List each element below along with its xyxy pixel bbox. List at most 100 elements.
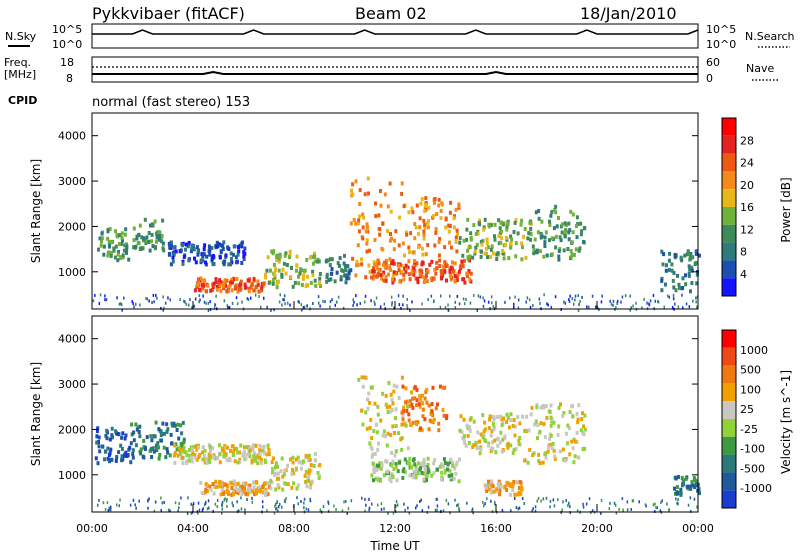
heatmap-cell (391, 273, 395, 278)
heatmap-cell (270, 308, 272, 312)
heatmap-cell (413, 236, 417, 241)
heatmap-cell (228, 283, 232, 288)
heatmap-cell (121, 308, 123, 312)
heatmap-cell (411, 420, 415, 425)
heatmap-cell (549, 403, 553, 408)
heatmap-cell (563, 230, 567, 235)
heatmap-cell (424, 272, 428, 277)
heatmap-cell (211, 254, 215, 259)
heatmap-cell (454, 300, 456, 304)
heatmap-cell (499, 414, 502, 419)
heatmap-cell (135, 234, 139, 239)
heatmap-cell (228, 305, 231, 309)
heatmap-cell (425, 478, 429, 482)
heatmap-cell (531, 509, 533, 513)
heatmap-cell (434, 508, 437, 512)
y-tick-label: 3000 (58, 378, 86, 391)
heatmap-cell (437, 253, 441, 258)
heatmap-cell (489, 490, 493, 495)
heatmap-cell (417, 461, 421, 466)
heatmap-cell (660, 249, 664, 254)
velocity-ylabel: Slant Range [km] (29, 362, 43, 466)
heatmap-cell (482, 304, 485, 308)
heatmap-cell (578, 246, 582, 251)
heatmap-cell (191, 243, 194, 248)
heatmap-cell (107, 508, 110, 512)
heatmap-cell (439, 208, 443, 213)
heatmap-cell (354, 179, 358, 184)
heatmap-cell (685, 302, 688, 306)
heatmap-cell (275, 257, 279, 262)
heatmap-cell (571, 446, 575, 451)
x-tick-label: 12:00 (379, 522, 411, 535)
heatmap-cell (532, 251, 536, 256)
heatmap-cell (392, 511, 395, 515)
heatmap-cell (234, 255, 238, 260)
heatmap-cell (199, 258, 203, 263)
heatmap-cell (516, 415, 520, 420)
heatmap-cell (223, 453, 227, 458)
heatmap-cell (447, 303, 449, 307)
heatmap-cell (343, 253, 346, 258)
freq-trace (92, 70, 698, 75)
heatmap-cell (374, 476, 378, 481)
heatmap-cell (570, 404, 574, 409)
heatmap-cell (131, 300, 133, 304)
heatmap-cell (537, 216, 541, 221)
heatmap-cell (528, 298, 531, 302)
heatmap-cell (461, 436, 465, 441)
heatmap-cell (307, 474, 311, 479)
heatmap-cell (400, 263, 404, 268)
heatmap-cell (375, 296, 378, 300)
heatmap-cell (392, 277, 396, 282)
heatmap-cell (305, 454, 309, 459)
heatmap-cell (544, 455, 548, 460)
heatmap-cell (142, 236, 146, 241)
heatmap-cell (207, 249, 211, 254)
heatmap-cell (529, 237, 532, 242)
heatmap-cell (449, 511, 451, 515)
heatmap-cell (492, 417, 496, 422)
heatmap-cell (281, 303, 283, 307)
heatmap-cell (370, 385, 374, 390)
heatmap-cell (665, 263, 668, 268)
heatmap-cell (612, 303, 614, 307)
heatmap-cell (534, 505, 537, 509)
heatmap-cell (453, 261, 457, 266)
heatmap-cell (472, 511, 474, 515)
heatmap-cell (108, 227, 112, 231)
heatmap-cell (229, 449, 232, 453)
heatmap-cell (632, 304, 634, 308)
heatmap-cell (450, 473, 454, 478)
heatmap-cell (183, 450, 187, 455)
heatmap-cell (694, 479, 698, 484)
heatmap-cell (190, 502, 192, 506)
heatmap-cell (421, 261, 425, 266)
heatmap-cell (131, 452, 135, 457)
heatmap-cell (691, 255, 695, 260)
heatmap-cell (422, 236, 426, 241)
heatmap-cell (520, 218, 524, 223)
heatmap-cell (384, 402, 388, 407)
heatmap-cell (271, 470, 274, 475)
heatmap-cell (690, 483, 694, 488)
heatmap-cell (104, 294, 106, 298)
heatmap-cell (243, 282, 247, 287)
heatmap-cell (199, 276, 203, 281)
heatmap-cell (666, 502, 668, 506)
heatmap-cell (283, 468, 287, 473)
heatmap-cell (431, 385, 435, 390)
heatmap-cell (375, 274, 379, 279)
heatmap-cell (242, 254, 246, 259)
heatmap-cell (165, 429, 169, 434)
heatmap-cell (373, 300, 376, 304)
heatmap-cell (249, 448, 252, 453)
heatmap-cell (107, 250, 111, 255)
heatmap-cell (568, 300, 571, 303)
heatmap-cell (567, 237, 571, 242)
heatmap-cell (262, 505, 264, 509)
heatmap-cell (173, 450, 177, 455)
heatmap-cell (158, 234, 161, 239)
colorbar-swatch (722, 454, 736, 473)
